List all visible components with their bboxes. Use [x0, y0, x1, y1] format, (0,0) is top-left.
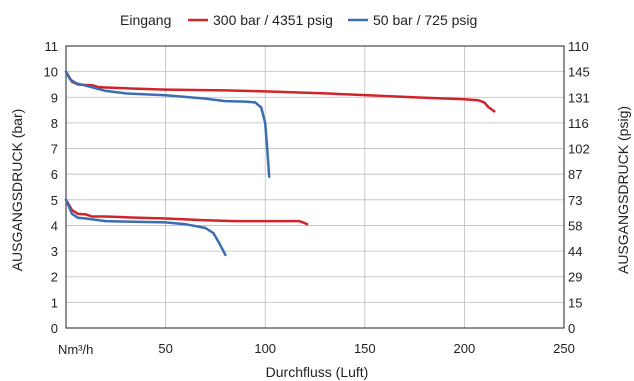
legend-entry-50-bar: 50 bar / 725 psig — [373, 12, 477, 28]
y-right-tick-label-4: 58 — [568, 218, 582, 233]
y-left-tick-label-0: 0 — [51, 321, 58, 336]
x-tick-label-4: 250 — [553, 341, 575, 356]
y-right-axis-label: AUSGANGSDRUCK (psig) — [615, 106, 631, 274]
y-left-tick-label-7: 7 — [51, 142, 58, 157]
y-right-tick-label-1: 15 — [568, 295, 582, 310]
series-red-curve-1 — [64, 198, 309, 226]
x-tick-label-2: 150 — [354, 341, 376, 356]
legend-entry-300-bar: 300 bar / 4351 psig — [213, 12, 333, 28]
y-right-tick-labels: 0 15 29 44 58 73 87 102 116 131 145 110 — [568, 39, 590, 336]
y-right-tick-label-3: 44 — [568, 244, 582, 259]
y-right-tick-label-5: 73 — [568, 193, 582, 208]
y-right-tick-label-9: 131 — [568, 90, 590, 105]
y-left-tick-label-10: 10 — [44, 65, 58, 80]
y-left-axis-label: AUSGANGSDRUCK (bar) — [9, 109, 25, 272]
y-left-tick-label-8: 8 — [51, 116, 58, 131]
y-right-tick-label-2: 29 — [568, 270, 582, 285]
x-axis-label: Durchfluss (Luft) — [266, 364, 369, 380]
y-right-tick-label-11: 110 — [568, 39, 589, 54]
y-left-tick-label-11: 11 — [45, 39, 59, 54]
series-blue-curve-1 — [64, 198, 227, 257]
x-tick-label-0: 50 — [158, 341, 172, 356]
y-right-tick-label-10: 145 — [568, 65, 590, 80]
plot-frame — [65, 45, 565, 329]
y-left-tick-label-9: 9 — [51, 90, 58, 105]
x-tick-label-3: 200 — [454, 341, 476, 356]
y-left-tick-label-2: 2 — [51, 270, 58, 285]
x-unit-label: Nm³/h — [58, 342, 93, 357]
y-right-tick-label-6: 87 — [568, 167, 582, 182]
y-right-tick-label-0: 0 — [568, 321, 575, 336]
y-left-tick-label-1: 1 — [51, 295, 58, 310]
y-left-tick-label-5: 5 — [51, 193, 58, 208]
y-left-tick-label-6: 6 — [51, 167, 58, 182]
series-blue-curve-0 — [64, 70, 271, 178]
legend: Eingang 300 bar / 4351 psig 50 bar / 725… — [120, 12, 477, 28]
y-right-tick-label-7: 102 — [568, 142, 590, 157]
y-left-tick-label-3: 3 — [51, 244, 58, 259]
x-tick-labels: 50 100 150 200 250 — [158, 341, 574, 356]
y-right-tick-label-8: 116 — [568, 116, 589, 131]
x-tick-label-1: 100 — [254, 341, 276, 356]
y-left-tick-labels: 0 1 2 3 4 5 6 7 8 9 10 11 — [44, 39, 58, 336]
series-red-curve-0 — [64, 70, 496, 113]
y-left-tick-label-4: 4 — [51, 218, 58, 233]
legend-title: Eingang — [120, 12, 171, 28]
series-layer — [64, 70, 496, 257]
